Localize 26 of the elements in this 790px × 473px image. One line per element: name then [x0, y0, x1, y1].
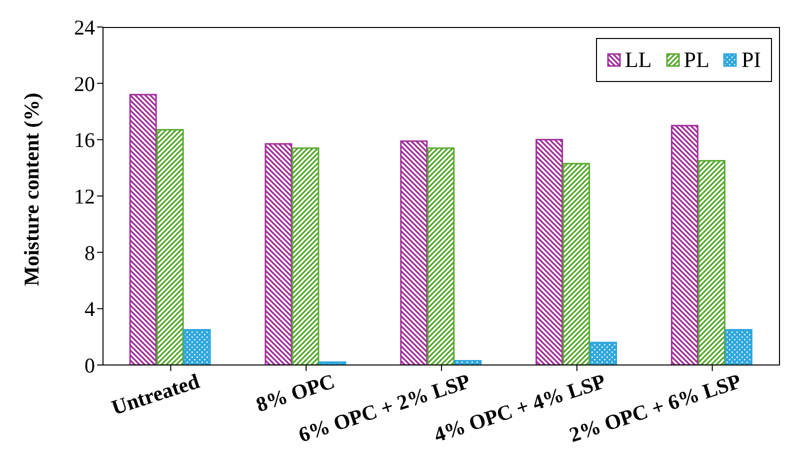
legend-label: PL: [684, 47, 710, 73]
y-tick-label: 20: [74, 72, 95, 96]
y-tick-label: 4: [84, 297, 96, 322]
y-axis-title: Moisture content (%): [19, 92, 44, 286]
legend-label: LL: [624, 47, 652, 73]
bar: [454, 360, 482, 365]
y-tick-label: 24: [74, 15, 96, 40]
y-tick-label: 8: [84, 240, 95, 265]
y-tick-label: 0: [84, 353, 95, 378]
bar: [156, 129, 184, 365]
bar: [562, 162, 590, 365]
bar: [292, 147, 320, 365]
bar: [400, 140, 428, 365]
x-tick-label: 8% OPC: [253, 368, 338, 417]
bar: [129, 94, 157, 365]
bar: [183, 329, 211, 365]
y-tick-label: 16: [74, 128, 95, 152]
legend-label: PI: [741, 47, 761, 73]
y-tick-label: 12: [74, 184, 95, 208]
bar: [698, 160, 726, 365]
bar: [670, 124, 698, 365]
bar: [590, 342, 618, 365]
bar: [724, 329, 752, 365]
bar: [536, 138, 564, 365]
bar: [427, 147, 455, 365]
bar: [264, 143, 292, 365]
